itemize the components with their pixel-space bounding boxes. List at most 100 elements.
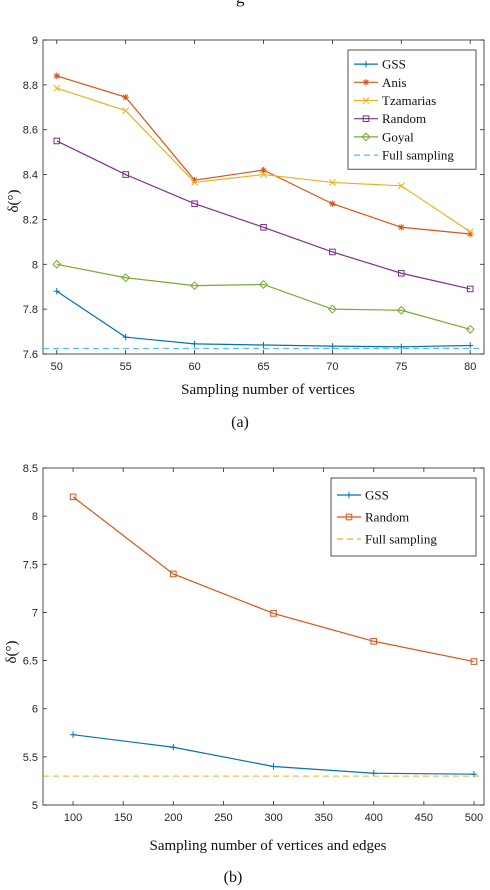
series-random	[53, 137, 474, 293]
y-tick-label: 9	[32, 35, 38, 47]
data-point	[465, 324, 475, 334]
legend-item: Random	[354, 111, 426, 126]
x-tick-label: 200	[164, 812, 182, 824]
series-tzamarias	[53, 84, 474, 236]
x-tick-label: 70	[326, 361, 338, 373]
legend-item: Random	[337, 510, 409, 525]
series-line	[56, 140, 471, 290]
x-tick-label: 250	[214, 812, 232, 824]
data-point	[122, 171, 129, 178]
data-point	[122, 107, 130, 115]
data-point	[191, 176, 198, 184]
data-point	[328, 178, 336, 186]
data-point	[467, 342, 474, 349]
data-point	[53, 84, 61, 92]
x-tick-label: 80	[464, 361, 476, 373]
legend: GSS Random Full sampling	[330, 477, 477, 557]
y-tick-label: 7.6	[23, 349, 38, 361]
y-tick-label: 8	[32, 511, 38, 523]
plot-area: 5 5.5 6 6.5 7 7.5 8 8.5 100 150 200 250 300 350 400 450…	[23, 463, 485, 824]
data-point	[270, 610, 277, 617]
y-tick-label: 6.5	[23, 656, 38, 668]
data-point	[370, 638, 378, 645]
legend-marker	[361, 132, 371, 142]
legend-marker	[362, 115, 370, 123]
legend-marker	[362, 79, 370, 86]
y-tick-label: 5.5	[23, 752, 38, 764]
series-line	[72, 496, 475, 663]
x-tick-label: 150	[114, 812, 132, 824]
y-tick-label: 7	[32, 607, 38, 619]
x-tick-label: 500	[465, 812, 483, 824]
y-tick-label: 8.5	[23, 463, 38, 475]
data-point	[69, 493, 77, 501]
data-point	[53, 288, 60, 295]
legend-marker	[345, 513, 353, 521]
data-point	[466, 285, 474, 293]
data-point	[466, 228, 474, 236]
data-point	[467, 230, 474, 238]
x-tick-label: 60	[188, 361, 200, 373]
data-point	[122, 333, 129, 341]
legend-marker	[345, 491, 353, 499]
data-point	[398, 343, 405, 351]
x-tick-label: 450	[415, 812, 433, 824]
axes-box	[42, 467, 485, 806]
legend-label: Full sampling	[365, 532, 437, 547]
x-tick-label: 100	[64, 812, 82, 824]
sub-caption: (a)	[231, 414, 249, 431]
chart-b: 5 5.5 6 6.5 7 7.5 8 8.5 100 150 200 250 300 350 400 450…	[4, 463, 485, 886]
legend-label: GSS	[382, 57, 406, 72]
data-point	[327, 304, 337, 314]
data-point	[329, 200, 336, 207]
x-tick-label: 55	[120, 361, 132, 373]
y-axis-label: δ(°)	[6, 189, 22, 212]
y-tick-label: 8	[32, 259, 38, 271]
legend-marker	[362, 60, 370, 68]
figure-title-fragment-text: g	[236, 0, 245, 8]
legend: GSS Anis Tzamarias Random Goyal Full sampling	[347, 49, 477, 170]
data-point	[398, 224, 405, 231]
y-tick-label: 6	[32, 704, 38, 716]
legend-item: Goyal	[354, 129, 414, 144]
chart-a: 7.6 7.8 8 8.2 8.4 8.6 8.8 9 50 55 60 65 70 75 80 Sampl…	[6, 35, 485, 431]
legend-marker	[362, 96, 370, 105]
x-tick-label: 75	[395, 361, 407, 373]
figure-title-fragment: g	[0, 0, 490, 22]
legend-label: Random	[382, 111, 426, 126]
legend-label: Anis	[382, 75, 407, 90]
data-point	[191, 340, 198, 348]
data-point	[121, 273, 131, 283]
series-gss	[53, 288, 474, 351]
y-tick-label: 8.6	[23, 125, 38, 137]
legend-label: Goyal	[382, 129, 414, 144]
data-point	[169, 570, 177, 578]
y-axis-label: δ(°)	[4, 640, 20, 663]
data-point	[191, 200, 198, 208]
data-point	[329, 248, 336, 256]
x-tick-label: 400	[365, 812, 383, 824]
y-tick-label: 8.8	[23, 80, 38, 92]
legend-item: GSS	[354, 57, 406, 72]
legend-item: Anis	[354, 75, 407, 90]
data-point	[69, 731, 77, 738]
y-tick-label: 8.4	[23, 170, 38, 182]
data-point	[370, 770, 377, 777]
x-tick-label: 350	[314, 812, 332, 824]
x-tick-label: 300	[264, 812, 282, 824]
data-point	[190, 281, 200, 291]
data-point	[258, 279, 269, 289]
legend-item: Full sampling	[354, 148, 454, 163]
legend-label: GSS	[365, 488, 389, 503]
data-point	[260, 341, 267, 349]
series-gss	[69, 731, 478, 778]
data-point	[122, 93, 129, 101]
data-point	[170, 744, 177, 751]
series-random	[69, 493, 478, 665]
data-point	[270, 763, 277, 770]
data-point	[398, 269, 405, 277]
data-point	[191, 178, 199, 186]
x-tick-label: 65	[257, 361, 269, 373]
data-point	[260, 166, 267, 174]
legend-item: Tzamarias	[354, 93, 436, 108]
